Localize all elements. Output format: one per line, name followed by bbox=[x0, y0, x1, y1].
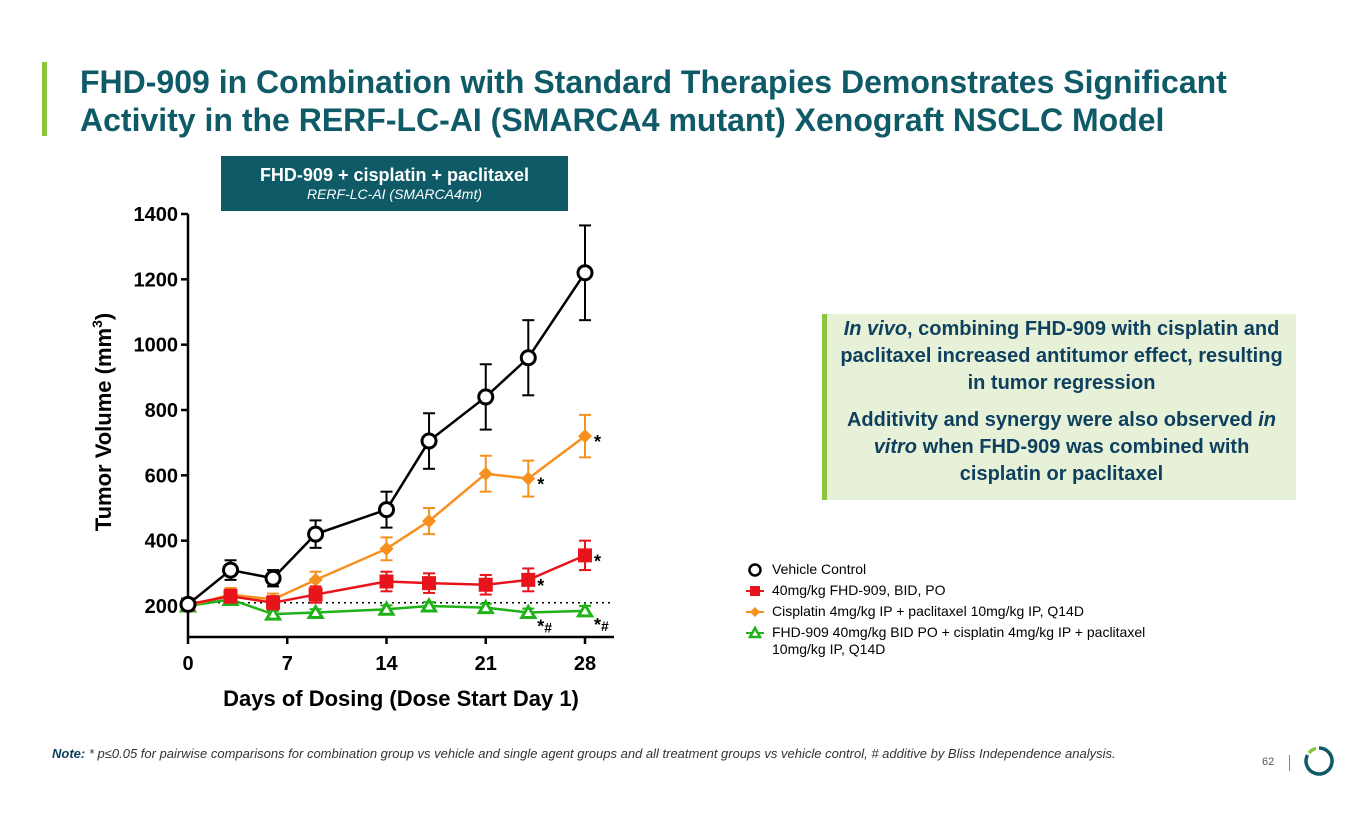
chart-header-title: FHD-909 + cisplatin + paclitaxel bbox=[259, 165, 530, 185]
data-point bbox=[422, 514, 437, 529]
data-point bbox=[578, 548, 592, 563]
y-axis-label: Tumor Volume (mm3) bbox=[89, 313, 116, 531]
legend-label: Cisplatin 4mg/kg IP + paclitaxel 10mg/kg… bbox=[772, 603, 1084, 619]
insight-in-vivo: In vivo bbox=[843, 318, 908, 340]
data-point bbox=[379, 574, 394, 589]
chart-axes: 200 400 600 800 1000 1200 1400 0 7 14 21 28 bbox=[134, 204, 614, 675]
footnote-label: Note: bbox=[52, 746, 86, 761]
x-tick-label: 0 bbox=[182, 653, 193, 675]
y-axis-label-close: ) bbox=[91, 313, 116, 320]
data-point bbox=[575, 601, 595, 618]
y-tick-label: 600 bbox=[145, 465, 178, 487]
footnote: Note: * p≤0.05 for pairwise comparisons … bbox=[52, 745, 1222, 762]
legend-marker-circle-icon bbox=[748, 563, 762, 577]
data-point bbox=[519, 603, 538, 620]
bliss-marker: # bbox=[601, 618, 609, 634]
data-point bbox=[222, 561, 240, 579]
page-number-separator bbox=[1289, 755, 1290, 771]
chart-series-layer bbox=[178, 224, 595, 621]
significance-marker: *# bbox=[537, 617, 552, 637]
page-number: 62 bbox=[1262, 756, 1275, 768]
data-point bbox=[378, 501, 395, 519]
data-point bbox=[179, 595, 197, 613]
insight-box: In vivo, combining FHD-909 with cisplati… bbox=[822, 314, 1296, 500]
x-tick-label: 21 bbox=[475, 653, 497, 675]
data-point bbox=[422, 576, 437, 591]
data-point bbox=[478, 466, 493, 481]
legend-item: Vehicle Control bbox=[746, 561, 1166, 578]
data-point bbox=[223, 589, 238, 604]
legend-label: Vehicle Control bbox=[772, 561, 867, 577]
y-axis-label-main: Tumor Volume (mm bbox=[91, 328, 116, 531]
data-point bbox=[266, 595, 281, 610]
data-point bbox=[477, 388, 495, 406]
data-point bbox=[379, 541, 394, 556]
data-point bbox=[308, 572, 323, 587]
legend-label: 40mg/kg FHD-909, BID, PO bbox=[772, 582, 946, 598]
y-tick-label: 200 bbox=[145, 596, 178, 618]
x-axis-label: Days of Dosing (Dose Start Day 1) bbox=[223, 686, 579, 711]
insight-paragraph-2: Additivity and synergy were also observe… bbox=[835, 407, 1288, 488]
legend-symbol bbox=[748, 563, 762, 577]
footnote-text: * p≤0.05 for pairwise comparisons for co… bbox=[85, 746, 1116, 761]
x-tick-label: 28 bbox=[574, 653, 596, 675]
data-point bbox=[306, 603, 325, 620]
data-point bbox=[478, 577, 493, 592]
significance-marker: * bbox=[537, 475, 544, 495]
significance-marker: * bbox=[537, 576, 544, 596]
y-tick-label: 800 bbox=[145, 400, 178, 422]
chart-header-subtitle: RERF-LC-AI (SMARCA4mt) bbox=[306, 186, 482, 202]
chart-annotations: * * * * *# *# bbox=[537, 432, 609, 636]
chart-legend: Vehicle Control 40mg/kg FHD-909, BID, PO C… bbox=[746, 561, 1166, 662]
data-point bbox=[578, 429, 592, 444]
chart-header: FHD-909 + cisplatin + paclitaxel RERF-LC… bbox=[221, 156, 568, 211]
data-point bbox=[308, 587, 323, 602]
data-point bbox=[519, 349, 537, 367]
legend-symbol bbox=[750, 586, 760, 596]
title-accent-bar bbox=[42, 62, 47, 136]
insight-paragraph-1: In vivo, combining FHD-909 with cisplati… bbox=[835, 316, 1288, 397]
x-tick-label: 14 bbox=[375, 653, 398, 675]
insight-text-2a: Additivity and synergy were also observe… bbox=[846, 409, 1259, 431]
data-point bbox=[576, 264, 594, 282]
legend-item: FHD-909 40mg/kg BID PO + cisplatin 4mg/k… bbox=[746, 624, 1166, 658]
legend-symbol bbox=[747, 625, 763, 639]
y-axis-label-superscript: 3 bbox=[89, 320, 105, 328]
company-logo-icon bbox=[1304, 746, 1334, 776]
legend-item: 40mg/kg FHD-909, BID, PO bbox=[746, 582, 1166, 599]
bliss-marker: # bbox=[544, 620, 552, 636]
data-point bbox=[263, 605, 283, 621]
legend-marker-square-icon bbox=[746, 586, 764, 596]
legend-symbol bbox=[750, 607, 760, 617]
data-point bbox=[264, 569, 282, 587]
insight-text-1: , combining FHD-909 with cisplatin and p… bbox=[840, 318, 1283, 394]
x-tick-label: 7 bbox=[282, 653, 293, 675]
legend-marker-diamond-icon bbox=[746, 607, 764, 617]
legend-label: FHD-909 40mg/kg BID PO + cisplatin 4mg/k… bbox=[772, 624, 1146, 657]
data-point bbox=[419, 597, 439, 613]
data-point bbox=[521, 572, 536, 587]
legend-marker-triangle-icon bbox=[746, 625, 764, 639]
data-point bbox=[420, 432, 438, 450]
data-point bbox=[476, 598, 495, 615]
data-point bbox=[521, 471, 536, 486]
y-tick-label: 1000 bbox=[134, 335, 179, 357]
legend-item: Cisplatin 4mg/kg IP + paclitaxel 10mg/kg… bbox=[746, 603, 1166, 620]
significance-marker: * bbox=[594, 432, 601, 452]
y-tick-label: 1400 bbox=[134, 204, 179, 226]
y-tick-label: 400 bbox=[145, 531, 178, 553]
insight-text-2b: when FHD-909 was combined with cisplatin… bbox=[917, 436, 1250, 485]
data-point bbox=[377, 600, 396, 616]
page-title: FHD-909 in Combination with Standard The… bbox=[80, 64, 1227, 138]
data-point bbox=[307, 525, 325, 543]
series-circle bbox=[179, 224, 594, 613]
significance-marker: * bbox=[594, 551, 601, 571]
significance-marker: *# bbox=[594, 615, 609, 635]
insight-in-vitro: in vitro bbox=[873, 409, 1277, 458]
y-tick-label: 1200 bbox=[134, 269, 179, 291]
